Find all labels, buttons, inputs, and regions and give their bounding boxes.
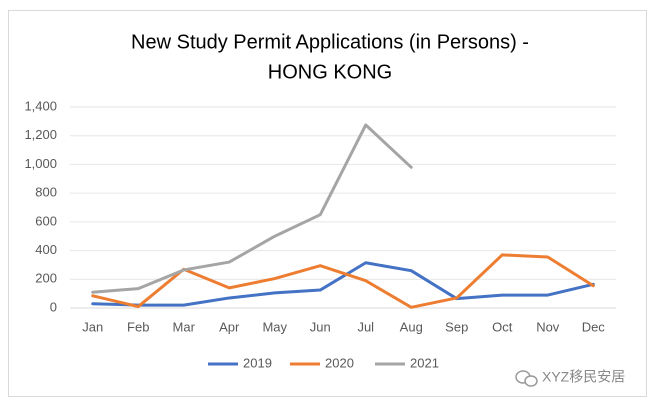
x-tick-label: Oct	[492, 319, 513, 334]
watermark: XYZ移民安居	[542, 369, 625, 385]
y-tick-label: 400	[35, 242, 57, 257]
y-tick-label: 1,200	[24, 127, 57, 142]
legend-label: 2020	[325, 355, 354, 370]
y-tick-label: 200	[35, 271, 57, 286]
x-tick-label: Jun	[310, 319, 331, 334]
x-tick-label: Mar	[173, 319, 196, 334]
x-tick-label: Dec	[582, 319, 606, 334]
chart-title: New Study Permit Applications (in Person…	[131, 31, 529, 53]
y-tick-label: 0	[50, 299, 57, 314]
x-tick-label: Jan	[82, 319, 103, 334]
chart-title: HONG KONG	[268, 61, 392, 83]
line-series	[91, 123, 413, 294]
x-tick-label: Aug	[400, 319, 423, 334]
x-tick-label: May	[262, 319, 287, 334]
y-tick-label: 1,400	[24, 98, 57, 113]
y-tick-label: 800	[35, 185, 57, 200]
x-tick-label: Feb	[127, 319, 149, 334]
x-tick-label: Jul	[357, 319, 374, 334]
line-series	[91, 253, 595, 309]
x-tick-label: Nov	[536, 319, 560, 334]
line-series	[91, 261, 595, 307]
legend-label: 2019	[243, 355, 272, 370]
y-tick-label: 600	[35, 213, 57, 228]
legend-label: 2021	[410, 355, 439, 370]
x-tick-label: Sep	[445, 319, 468, 334]
x-tick-label: Apr	[219, 319, 240, 334]
y-tick-label: 1,000	[24, 156, 57, 171]
watermark-icon	[515, 370, 538, 387]
